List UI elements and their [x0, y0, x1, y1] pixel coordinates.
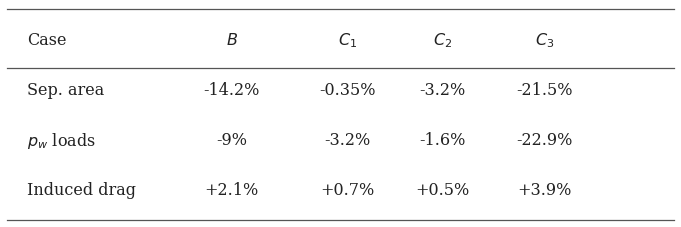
Text: $C_2$: $C_2$: [433, 32, 452, 50]
Text: -22.9%: -22.9%: [517, 132, 573, 149]
Text: $C_3$: $C_3$: [535, 32, 554, 50]
Text: -1.6%: -1.6%: [419, 132, 466, 149]
Text: -3.2%: -3.2%: [324, 132, 370, 149]
Text: +2.1%: +2.1%: [204, 182, 259, 199]
Text: -9%: -9%: [216, 132, 247, 149]
Text: -21.5%: -21.5%: [517, 82, 573, 99]
Text: +3.9%: +3.9%: [518, 182, 572, 199]
Text: $p_w$ loads: $p_w$ loads: [27, 131, 96, 151]
Text: $B$: $B$: [225, 32, 238, 49]
Text: $C_1$: $C_1$: [338, 32, 357, 50]
Text: +0.5%: +0.5%: [415, 182, 470, 199]
Text: Induced drag: Induced drag: [27, 182, 136, 199]
Text: Case: Case: [27, 32, 67, 49]
Text: -14.2%: -14.2%: [204, 82, 259, 99]
Text: -3.2%: -3.2%: [419, 82, 466, 99]
Text: Sep. area: Sep. area: [27, 82, 104, 99]
Text: -0.35%: -0.35%: [319, 82, 375, 99]
Text: +0.7%: +0.7%: [320, 182, 375, 199]
